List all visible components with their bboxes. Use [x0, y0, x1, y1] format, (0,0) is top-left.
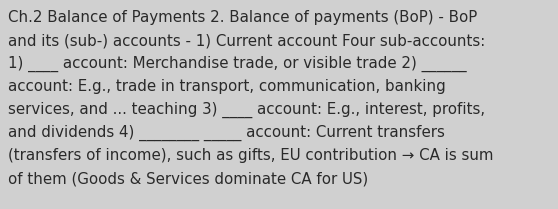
Text: Ch.2 Balance of Payments 2. Balance of payments (BoP) - BoP: Ch.2 Balance of Payments 2. Balance of p…	[8, 10, 477, 25]
Text: services, and ... teaching 3) ____ account: E.g., interest, profits,: services, and ... teaching 3) ____ accou…	[8, 102, 485, 118]
Text: (transfers of income), such as gifts, EU contribution → CA is sum: (transfers of income), such as gifts, EU…	[8, 148, 493, 163]
Text: and dividends 4) ________ _____ account: Current transfers: and dividends 4) ________ _____ account:…	[8, 125, 445, 141]
Text: account: E.g., trade in transport, communication, banking: account: E.g., trade in transport, commu…	[8, 79, 446, 94]
Text: and its (sub-) accounts - 1) Current account Four sub-accounts:: and its (sub-) accounts - 1) Current acc…	[8, 33, 485, 48]
Text: of them (Goods & Services dominate CA for US): of them (Goods & Services dominate CA fo…	[8, 171, 368, 186]
Text: 1) ____ account: Merchandise trade, or visible trade 2) ______: 1) ____ account: Merchandise trade, or v…	[8, 56, 466, 72]
